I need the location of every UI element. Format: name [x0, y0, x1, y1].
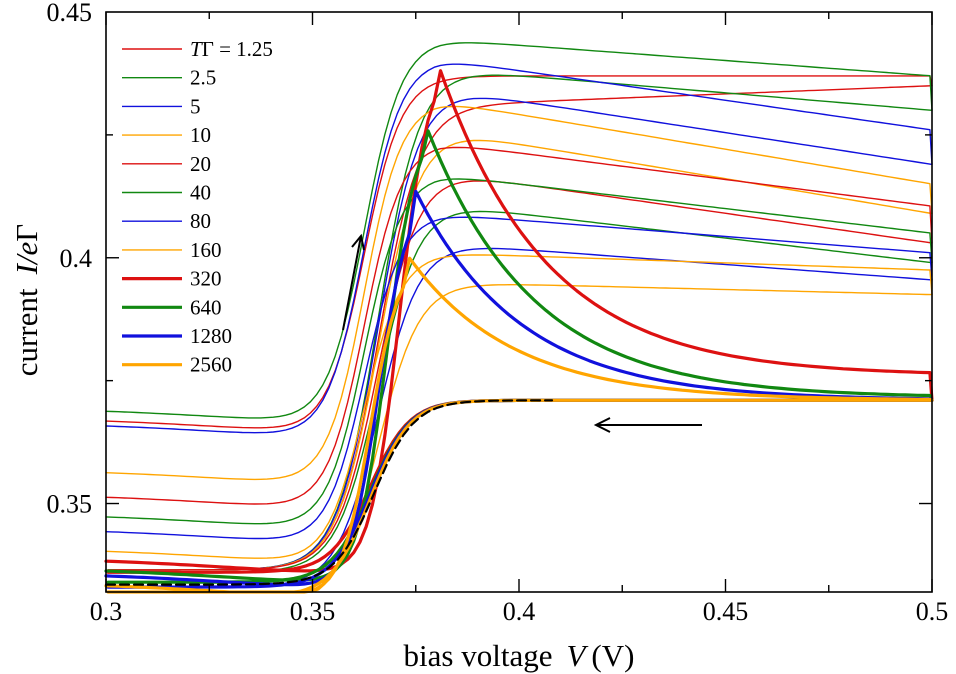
legend-label-2.5: 2.5 [190, 66, 216, 90]
x-axis-label-var: V [566, 638, 588, 673]
x-tick-label: 0.5 [916, 597, 949, 626]
legend-label-40: 40 [190, 181, 211, 205]
legend-label-160: 160 [190, 238, 222, 262]
x-tick-label: 0.35 [290, 597, 336, 626]
x-axis-label-prefix: bias voltage [404, 638, 553, 673]
series-curve-160 [105, 254, 933, 593]
y-axis-label: current I/eΓ [9, 224, 44, 376]
y-tick-label: 0.4 [60, 244, 93, 273]
direction-arrows [342, 233, 702, 433]
series-curve-10 [105, 105, 933, 571]
legend-label-80: 80 [190, 209, 211, 233]
y-axis-label-var: I/e [9, 241, 44, 275]
series-curve-80 [105, 216, 933, 588]
legend-label-5: 5 [190, 94, 201, 118]
legend-label-20: 20 [190, 152, 211, 176]
sweep-down-arrow-head [593, 417, 611, 433]
x-tick-label: 0.3 [90, 597, 123, 626]
x-tick-label: 0.4 [503, 597, 536, 626]
series-curve-1.25 [105, 75, 933, 571]
legend-label-1.25: TΓ = 1.25 [190, 37, 273, 61]
y-tick-label: 0.45 [47, 0, 93, 27]
x-axis-label: bias voltage V (V) [404, 638, 635, 673]
legend-label-1280: 1280 [190, 324, 232, 348]
series-curve-20 [105, 146, 933, 571]
y-tick-label: 0.35 [47, 490, 93, 519]
sweep-up-arrow-head [351, 233, 365, 251]
series-curve-2.5 [105, 42, 933, 571]
legend-label-320: 320 [190, 267, 222, 291]
series-curve-2560 [104, 256, 934, 594]
legend: TΓ = 1.25 2.5 5 10 20 40 80 160 320 640 1280 2560 [122, 37, 273, 377]
curves-layer [104, 42, 934, 594]
axis-ticks: 0.3 0.35 0.4 0.45 0.5 0.35 0.4 0.45 [47, 0, 949, 626]
legend-label-2560: 2560 [190, 353, 232, 377]
equilibrium-dashed-curve [104, 399, 554, 586]
x-tick-label: 0.45 [703, 597, 749, 626]
sweep-up-arrow [342, 235, 362, 331]
y-axis-label-prefix: current [9, 288, 44, 376]
legend-label-640: 640 [190, 295, 222, 319]
y-axis-label-greek: Γ [9, 224, 44, 242]
plot-frame [105, 11, 933, 593]
x-axis-label-unit: (V) [591, 638, 634, 673]
series-curve-5 [105, 63, 933, 571]
legend-label-10: 10 [190, 123, 211, 147]
